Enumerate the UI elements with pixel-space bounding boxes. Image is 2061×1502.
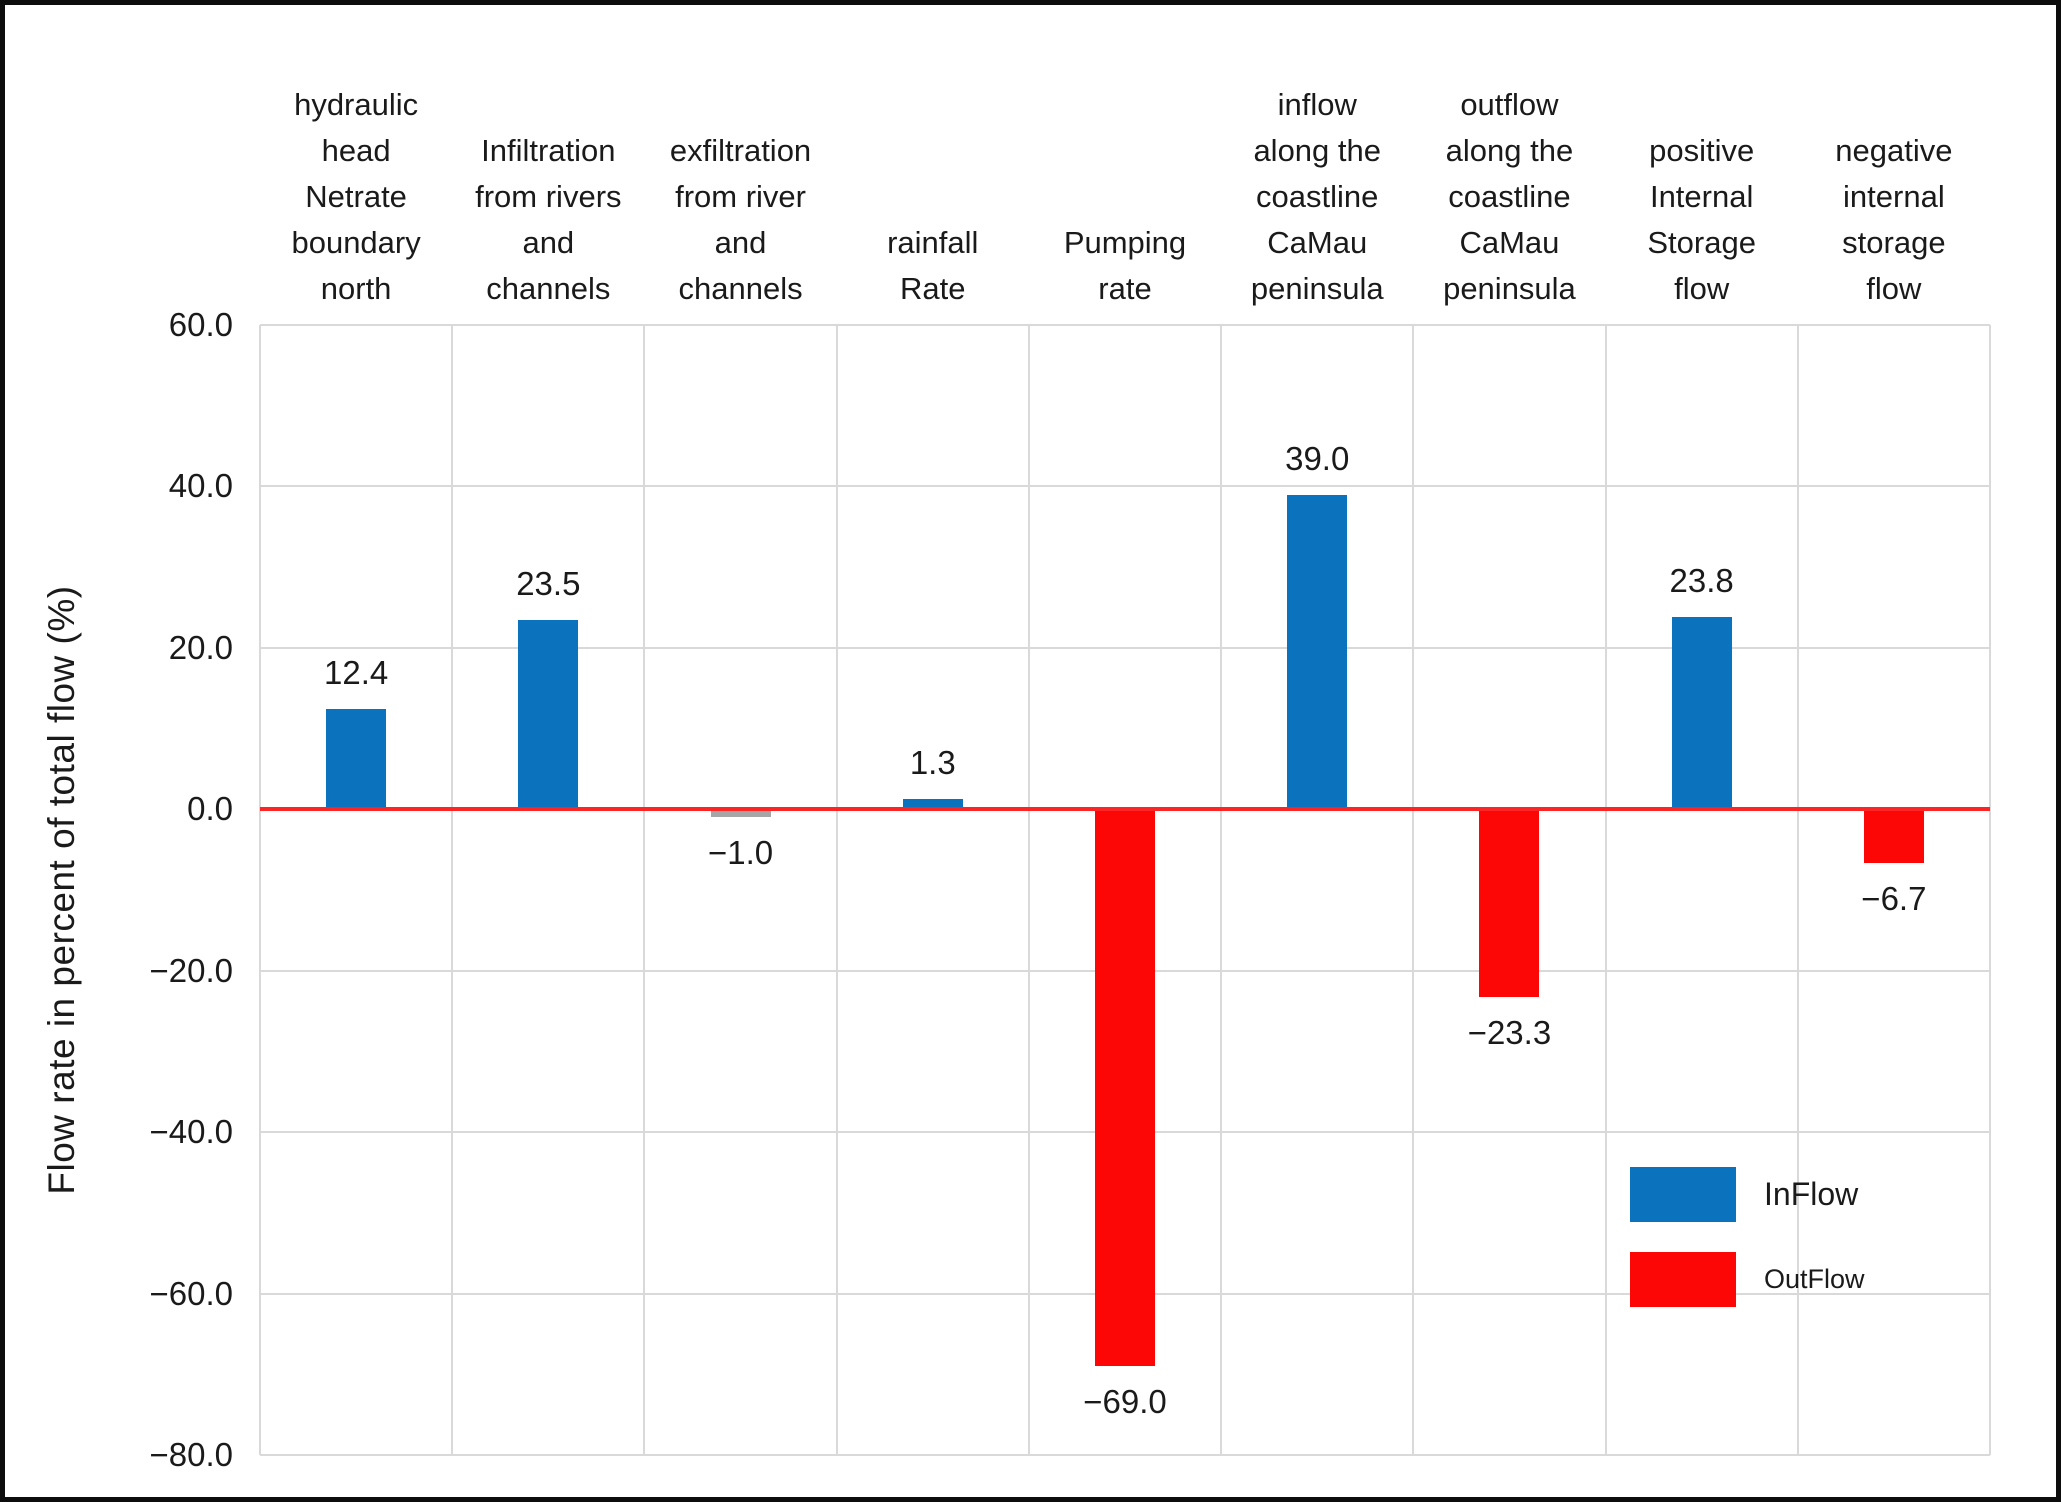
bar bbox=[710, 809, 771, 818]
legend-label: InFlow bbox=[1764, 1176, 1859, 1212]
bar bbox=[326, 709, 387, 810]
gridline-vertical bbox=[259, 325, 261, 1455]
gridline-vertical bbox=[1604, 325, 1607, 1455]
bar bbox=[1479, 809, 1540, 998]
bar-value-label: −23.3 bbox=[1467, 1014, 1552, 1052]
category-label: Infiltration from rivers and channels bbox=[475, 133, 622, 306]
category-label: positive Internal Storage flow bbox=[1647, 133, 1756, 306]
category-label: inflow along the coastline CaMau peninsu… bbox=[1250, 87, 1384, 306]
zero-axis-line bbox=[260, 807, 1990, 812]
legend-label: OutFlow bbox=[1764, 1264, 1865, 1294]
y-tick-label: −60.0 bbox=[149, 1274, 234, 1312]
y-tick-label: −80.0 bbox=[149, 1436, 234, 1473]
gridline-vertical bbox=[1412, 325, 1415, 1455]
bar bbox=[1671, 617, 1732, 810]
gridline-vertical bbox=[835, 325, 838, 1455]
bar-value-label: 1.3 bbox=[909, 743, 956, 781]
legend-swatch bbox=[1630, 1167, 1736, 1222]
bar bbox=[902, 798, 963, 810]
y-tick-label: −40.0 bbox=[149, 1113, 234, 1151]
y-tick-label: 40.0 bbox=[168, 467, 233, 505]
bar-value-label: 23.5 bbox=[516, 564, 581, 602]
y-tick-label: 60.0 bbox=[168, 306, 233, 343]
legend-item-outflow: OutFlow bbox=[1630, 1252, 1865, 1307]
y-tick-label: 20.0 bbox=[168, 628, 233, 666]
y-tick-label: 0.0 bbox=[187, 790, 233, 828]
bar-value-label: 12.4 bbox=[323, 654, 389, 692]
gridline-vertical bbox=[1220, 325, 1223, 1455]
gridline-horizontal bbox=[260, 324, 1990, 326]
y-axis-title: Flow rate in percent of total flow (%) bbox=[41, 585, 82, 1195]
gridline-vertical bbox=[1027, 325, 1030, 1455]
gridline-horizontal bbox=[260, 646, 1990, 649]
category-label: negative internal storage flow bbox=[1835, 133, 1953, 306]
bar-value-label: −1.0 bbox=[707, 834, 774, 872]
gridline-vertical bbox=[451, 325, 454, 1455]
gridline-vertical bbox=[1989, 325, 1991, 1455]
bar bbox=[1863, 809, 1924, 864]
legend-swatch bbox=[1630, 1252, 1736, 1307]
y-tick-label: −20.0 bbox=[149, 951, 234, 989]
category-label: exfiltration from river and channels bbox=[669, 133, 812, 306]
gridline-vertical bbox=[643, 325, 646, 1455]
category-label: rainfall Rate bbox=[887, 225, 979, 306]
bar-value-label: 39.0 bbox=[1285, 439, 1350, 477]
category-label: Pumping rate bbox=[1063, 225, 1187, 306]
bar-value-label: 23.8 bbox=[1669, 562, 1734, 600]
bar bbox=[1287, 494, 1348, 810]
category-label: outflow along the coastline CaMau penins… bbox=[1443, 87, 1576, 306]
legend-item-inflow: InFlow bbox=[1630, 1167, 1858, 1222]
gridline-horizontal bbox=[260, 485, 1990, 488]
bar-value-label: −69.0 bbox=[1083, 1383, 1167, 1421]
bar bbox=[518, 619, 579, 810]
bar bbox=[1095, 809, 1155, 1367]
category-label: hydraulic head Netrate boundary north bbox=[291, 87, 421, 306]
bar-value-label: −6.7 bbox=[1861, 880, 1927, 918]
gridline-horizontal bbox=[260, 1454, 1990, 1456]
gridline-vertical bbox=[1796, 325, 1799, 1455]
